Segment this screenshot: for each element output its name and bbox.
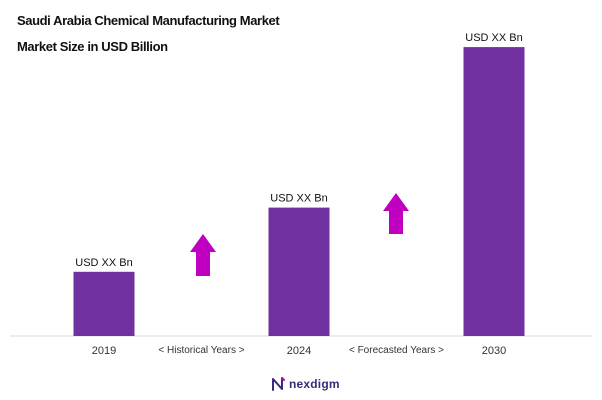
data-label-2019: USD XX Bn (75, 257, 132, 269)
bar-2024 (268, 207, 330, 336)
bar-2030 (463, 47, 525, 336)
bar-2019 (73, 271, 135, 336)
data-label-2030: USD XX Bn (465, 32, 522, 44)
nexdigm-logo: nexdigm (270, 376, 340, 392)
data-label-2024: USD XX Bn (270, 193, 327, 205)
chart-subtitle: Market Size in USD Billion (17, 39, 168, 54)
tick-label-2024: 2024 (287, 345, 311, 357)
tick-label-2030: 2030 (482, 345, 506, 357)
tick-label-2019: 2019 (92, 345, 116, 357)
chart-title: Saudi Arabia Chemical Manufacturing Mark… (17, 13, 280, 28)
historical-growth-arrow-icon (190, 234, 216, 276)
forecast-growth-arrow-icon (383, 193, 409, 234)
nexdigm-logo-icon (272, 377, 285, 391)
historical-years-label: < Historical Years > (158, 345, 244, 356)
forecasted-years-label: < Forecasted Years > (349, 345, 444, 356)
nexdigm-logo-text: nexdigm (289, 377, 340, 391)
